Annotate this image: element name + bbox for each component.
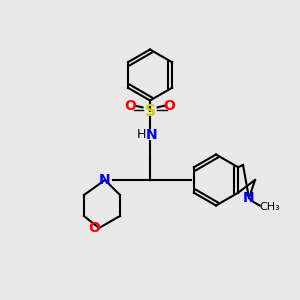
Text: N: N <box>99 173 111 187</box>
Text: H: H <box>136 128 146 142</box>
Text: O: O <box>164 100 175 113</box>
Text: S: S <box>145 103 155 118</box>
Text: O: O <box>124 100 136 113</box>
Text: O: O <box>88 221 101 235</box>
Text: N: N <box>146 128 157 142</box>
Text: CH₃: CH₃ <box>260 202 280 212</box>
Text: N: N <box>243 191 255 205</box>
